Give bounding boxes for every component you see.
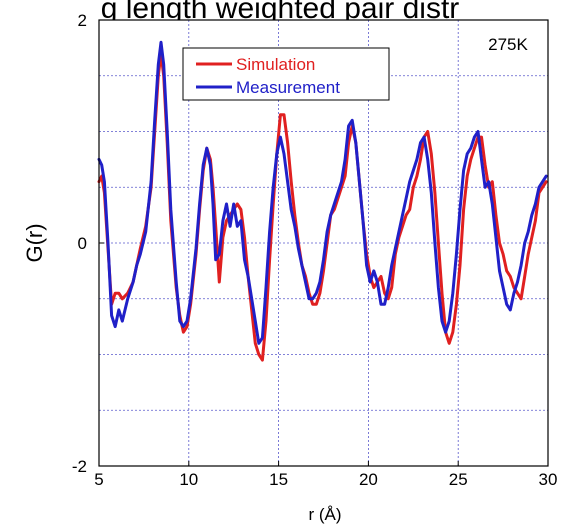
x-axis-label: r (Å): [308, 505, 341, 524]
y-axis-ticks: -2 0 2: [72, 11, 104, 476]
series-layer: [97, 40, 548, 362]
y-tick-label: 2: [78, 11, 87, 30]
x-tick-label: 25: [449, 470, 468, 489]
temperature-annotation: 275K: [488, 35, 528, 54]
y-tick-label: 0: [78, 234, 87, 253]
series-line-measurement: [97, 40, 548, 345]
legend: Simulation Measurement: [182, 47, 390, 101]
y-axis-label: G(r): [22, 223, 47, 262]
x-tick-label: 15: [269, 470, 288, 489]
x-tick-label: 10: [179, 470, 198, 489]
legend-box: [182, 47, 390, 101]
x-tick-label: 20: [359, 470, 378, 489]
x-tick-label: 30: [539, 470, 558, 489]
legend-label-measurement: Measurement: [236, 78, 340, 97]
x-tick-label: 5: [94, 470, 103, 489]
legend-label-simulation: Simulation: [236, 55, 315, 74]
y-tick-label: -2: [72, 457, 87, 476]
x-axis-ticks: 5 10 15 20 25 30: [94, 461, 557, 489]
